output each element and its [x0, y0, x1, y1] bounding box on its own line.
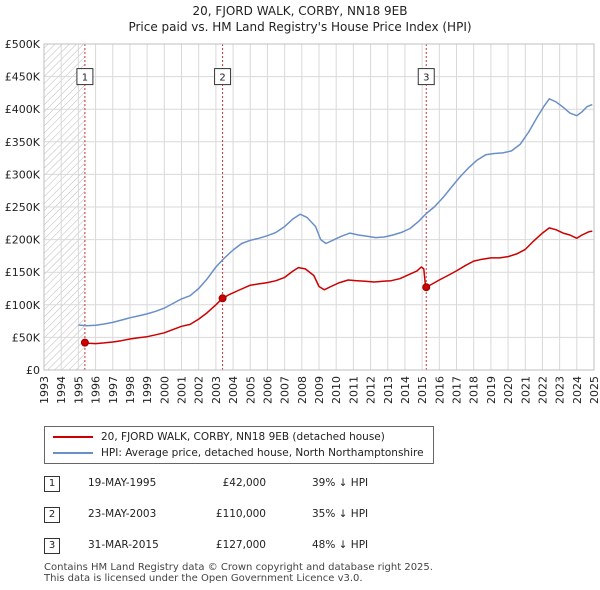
x-tick-label: 2019 — [485, 376, 498, 404]
sale-label-text: 2 — [219, 73, 225, 84]
y-tick-label: £200K — [5, 234, 41, 247]
sale-price-point — [218, 294, 227, 303]
y-tick-label: £150K — [5, 266, 41, 279]
footer-licence: This data is licensed under the Open Gov… — [44, 573, 363, 584]
x-tick-label: 1997 — [107, 376, 120, 404]
transaction-price: £127,000 — [215, 539, 266, 551]
x-tick-label: 2022 — [536, 376, 549, 404]
x-tick-label: 2011 — [347, 376, 360, 404]
x-tick-label: 2012 — [365, 376, 378, 404]
x-tick-label: 2008 — [296, 376, 309, 404]
y-tick-label: £450K — [5, 71, 41, 84]
x-tick-label: 1995 — [72, 376, 85, 404]
x-tick-label: 1996 — [90, 376, 103, 404]
footer-copyright: Contains HM Land Registry data © Crown c… — [44, 562, 433, 573]
x-tick-label: 2017 — [451, 376, 464, 404]
transaction-date: 31-MAR-2015 — [88, 539, 159, 551]
sale-label-box — [417, 68, 435, 86]
x-tick-label: 2014 — [399, 376, 412, 404]
x-tick-label: 2025 — [588, 376, 600, 404]
y-tick-label: £500K — [5, 38, 41, 51]
series-line — [78, 98, 593, 327]
transaction-row: 2 23-MAY-2003 £110,000 35% ↓ HPI — [0, 505, 600, 525]
x-tick-label: 2003 — [210, 376, 223, 404]
x-tick-label: 2001 — [176, 376, 189, 404]
transaction-price: £110,000 — [215, 508, 266, 520]
y-tick-label: £0 — [26, 364, 40, 377]
x-tick-label: 2021 — [519, 376, 532, 404]
x-tick-label: 2010 — [330, 376, 343, 404]
footer-attribution: Contains HM Land Registry data © Crown c… — [44, 562, 433, 584]
x-tick-label: 2005 — [244, 376, 257, 404]
transaction-date: 23-MAY-2003 — [88, 508, 157, 520]
x-tick-label: 2007 — [279, 376, 292, 404]
x-tick-label: 1993 — [38, 376, 51, 404]
sale-labels: 1 2 3 — [76, 68, 435, 86]
x-tick-label: 1999 — [141, 376, 154, 404]
y-tick-label: £100K — [5, 299, 41, 312]
sale-label-text: 3 — [423, 73, 429, 84]
x-tick-label: 2000 — [158, 376, 171, 404]
transaction-number: 1 — [44, 476, 60, 492]
x-tick-label: 2023 — [554, 376, 567, 404]
series-line — [84, 227, 593, 345]
legend-hpi-label: HPI: Average price, detached house, Nort… — [101, 447, 424, 459]
gridlines — [43, 43, 595, 371]
legend: 20, FJORD WALK, CORBY, NN18 9EB (detache… — [44, 426, 434, 464]
x-tick-label: 2004 — [227, 376, 240, 404]
hpi-line-swatch — [53, 452, 93, 454]
y-axis: £0 £50K £100K £150K £200K £250K £300K £350K £400… — [5, 38, 41, 377]
legend-item-hpi: HPI: Average price, detached house, Nort… — [53, 445, 424, 461]
x-tick-label: 1994 — [55, 376, 68, 404]
chart-subtitle: Price paid vs. HM Land Registry's House … — [128, 20, 471, 34]
transaction-row: 1 19-MAY-1995 £42,000 39% ↓ HPI — [0, 474, 600, 494]
transaction-date: 19-MAY-1995 — [88, 477, 157, 489]
x-tick-label: 1998 — [124, 376, 137, 404]
price-chart: 20, FJORD WALK, CORBY, NN18 9EB Price pa… — [5, 4, 600, 404]
x-tick-label: 2009 — [313, 376, 326, 404]
x-tick-label: 2006 — [261, 376, 274, 404]
x-tick-label: 2013 — [382, 376, 395, 404]
sale-price-point — [80, 338, 89, 347]
plot-border — [43, 43, 595, 371]
transaction-number: 3 — [44, 538, 60, 554]
transaction-number: 2 — [44, 507, 60, 523]
x-tick-label: 2015 — [416, 376, 429, 404]
chart-title: 20, FJORD WALK, CORBY, NN18 9EB — [193, 4, 408, 18]
y-tick-label: £400K — [5, 103, 41, 116]
transaction-price: £42,000 — [222, 477, 266, 489]
sale-label-text: 1 — [82, 73, 88, 84]
sale-price-point — [422, 283, 431, 292]
transaction-hpi-diff: 35% ↓ HPI — [312, 508, 369, 520]
x-axis: 1993 1994 1995 1996 1997 1998 1999 2000 2001 2002… — [38, 376, 600, 404]
sale-label-box — [76, 68, 94, 86]
sale-label-box — [214, 68, 232, 86]
x-tick-label: 2024 — [571, 376, 584, 404]
transaction-hpi-diff: 48% ↓ HPI — [312, 539, 369, 551]
y-tick-label: £250K — [5, 201, 41, 214]
y-tick-label: £50K — [12, 331, 41, 344]
x-tick-label: 2018 — [468, 376, 481, 404]
y-tick-label: £350K — [5, 136, 41, 149]
legend-item-property: 20, FJORD WALK, CORBY, NN18 9EB (detache… — [53, 429, 385, 445]
x-tick-label: 2016 — [433, 376, 446, 404]
transaction-hpi-diff: 39% ↓ HPI — [312, 477, 369, 489]
legend-property-label: 20, FJORD WALK, CORBY, NN18 9EB (detache… — [101, 431, 385, 443]
x-tick-label: 2002 — [193, 376, 206, 404]
y-tick-label: £300K — [5, 168, 41, 181]
series-group — [78, 98, 593, 345]
property-line-swatch — [53, 436, 93, 438]
sale-points — [80, 283, 431, 347]
x-tick-label: 2020 — [502, 376, 515, 404]
transaction-row: 3 31-MAR-2015 £127,000 48% ↓ HPI — [0, 536, 600, 556]
